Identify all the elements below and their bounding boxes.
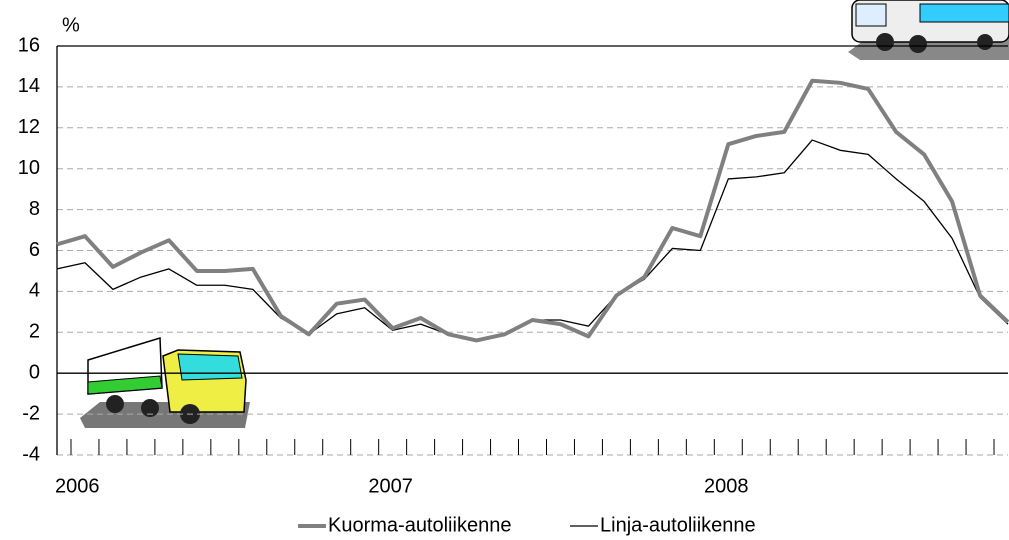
legend-label: Linja-autoliikenne	[600, 514, 756, 536]
x-tick-label: 2008	[704, 475, 749, 497]
y-tick-label: 2	[29, 321, 40, 343]
y-tick-label: -2	[22, 402, 40, 424]
y-tick-label: 16	[18, 34, 40, 56]
y-tick-label: 6	[29, 239, 40, 261]
x-tick-label: 2006	[55, 475, 100, 497]
y-tick-label: -4	[22, 443, 40, 465]
y-axis-label: %	[62, 14, 80, 36]
y-tick-label: 12	[18, 116, 40, 138]
x-tick-label: 2007	[368, 475, 413, 497]
series-line	[57, 81, 1008, 341]
y-tick-label: 14	[18, 75, 40, 97]
y-tick-label: 0	[29, 361, 40, 383]
legend-label: Kuorma-autoliikenne	[328, 514, 511, 536]
truck-icon	[80, 338, 250, 428]
y-tick-label: 4	[29, 280, 40, 302]
bus-icon	[848, 0, 1009, 60]
y-tick-label: 8	[29, 198, 40, 220]
series-line	[57, 140, 1008, 340]
y-tick-label: 10	[18, 157, 40, 179]
chart: % -4 -2 0 2 4 6 8 10 12 14 16 2006 2007 2008 Kuorma-au…	[0, 0, 1009, 540]
